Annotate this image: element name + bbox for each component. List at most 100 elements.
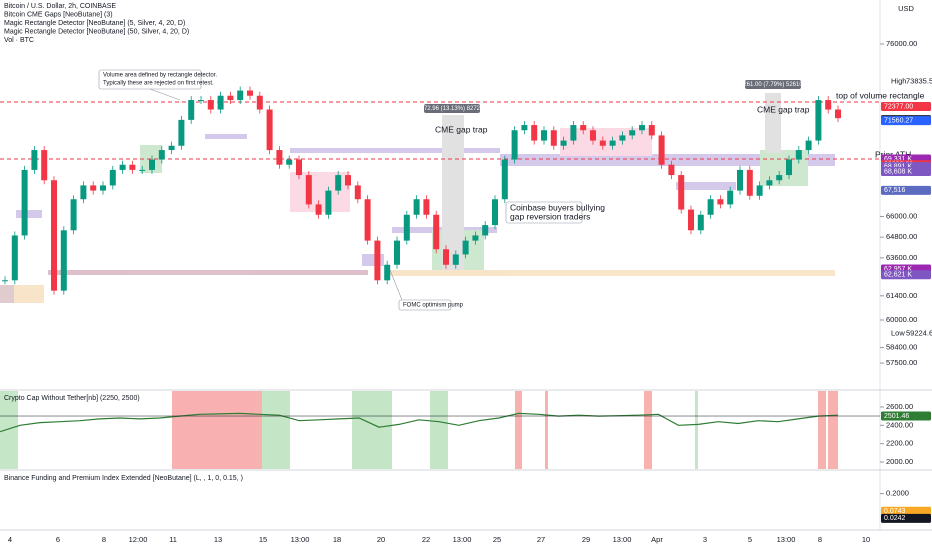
candle [443, 249, 449, 265]
candle [384, 264, 391, 281]
candle [815, 100, 822, 141]
candle [423, 199, 430, 215]
x-tick-label: 15 [259, 535, 267, 544]
pane-title: Binance Funding and Premium Index Extend… [4, 475, 243, 482]
x-tick-label: 20 [377, 535, 385, 544]
candle [276, 150, 283, 165]
candle [580, 125, 587, 131]
x-tick-label: 18 [333, 535, 341, 544]
candle [531, 125, 538, 141]
note-text: top of volume rectangle [836, 90, 925, 100]
x-tick-label: 8 [102, 535, 106, 544]
candle [296, 159, 302, 176]
x-tick-label: 13:00 [291, 535, 310, 544]
candle [521, 125, 528, 131]
candle [178, 119, 185, 146]
currency: USD [898, 4, 914, 13]
x-tick-label: Apr [651, 535, 663, 544]
candle [550, 130, 557, 146]
candle [109, 169, 116, 186]
candle [697, 214, 704, 231]
header-line: Magic Rectangle Detector [NeoButane] (5,… [4, 20, 185, 27]
candle [727, 190, 734, 205]
candle [668, 164, 675, 176]
candle [452, 254, 459, 265]
candle [11, 235, 18, 281]
annotations: Volume area defined by rectangle detecto… [98, 69, 925, 311]
candle [786, 159, 792, 176]
candle [560, 140, 567, 146]
candle [335, 175, 342, 191]
header-line: Vol · BTC [4, 37, 34, 44]
candle [168, 145, 175, 151]
candle [129, 164, 136, 170]
candle [149, 159, 155, 170]
candle [286, 159, 293, 165]
candle [599, 140, 606, 146]
candle [21, 169, 28, 236]
candle [247, 90, 253, 96]
extreme-label: 59224.68 [906, 328, 932, 337]
badge-label: 2501.46 [884, 413, 909, 420]
candle [51, 180, 57, 291]
candle [374, 240, 381, 281]
candle [795, 150, 802, 160]
candle [688, 209, 694, 231]
candle [315, 204, 322, 215]
y-tick-label: 2000.00 [886, 457, 913, 466]
candle [31, 150, 38, 170]
badge-label: 68,891 K [884, 163, 912, 170]
candle [648, 125, 655, 136]
badge-label: 62,621 K [884, 272, 912, 279]
candle [501, 159, 508, 200]
header: Bitcoin / U.S. Dollar, 2h, COINBASE Bitc… [4, 3, 189, 44]
candle [619, 135, 626, 141]
candle [256, 95, 263, 110]
candle [511, 130, 518, 160]
osc-line [0, 412, 839, 433]
candle [590, 130, 596, 141]
note-text: Coinbase buyers bullying [510, 202, 605, 212]
price-badge [881, 166, 931, 176]
extreme-name: High [891, 76, 906, 85]
x-tick-label: 13:00 [777, 535, 796, 544]
candle [364, 199, 371, 241]
x-tick-label: 10 [862, 535, 870, 544]
candle [541, 130, 547, 141]
y-tick-label: 66000.00 [886, 211, 917, 220]
candle [413, 199, 420, 215]
candle [433, 214, 440, 250]
candle [217, 95, 224, 110]
badge-label: 71560.27 [884, 117, 913, 124]
candle [717, 199, 724, 205]
candle [492, 199, 498, 226]
candle [198, 100, 204, 102]
x-tick-label: 25 [493, 535, 501, 544]
y-tick-label: 60000.00 [886, 315, 917, 324]
y-tick-label: 2600.00 [886, 402, 913, 411]
candle [707, 199, 714, 215]
candle [188, 100, 195, 120]
candle [119, 164, 126, 170]
osc-highlights [0, 391, 838, 469]
rectangles [0, 93, 835, 303]
note-text: Volume area defined by rectangle detecto… [103, 73, 217, 79]
y-tick-label: 61400.00 [886, 291, 917, 300]
note-text: Typically these are rejected on first re… [103, 81, 214, 87]
measure-label: 8272.96 (13.13%) 827296 [417, 106, 487, 112]
candle [629, 130, 636, 136]
candle [207, 100, 214, 110]
candle [678, 175, 685, 210]
measure-label: 5261.00 (7.79%) 526100 [740, 82, 807, 88]
badge-label: 69,331 K [884, 156, 912, 163]
x-tick-label: 22 [422, 535, 430, 544]
pane-title: Crypto Cap Without Tether[nb] (2250, 250… [4, 395, 140, 402]
candle [90, 185, 97, 191]
badge-label: 67,516 [884, 187, 906, 194]
y-tick-label: 0.2000 [886, 489, 909, 498]
note-text: Prior ATH [875, 149, 911, 159]
badge-label: 0.0242 [884, 515, 906, 522]
x-tick-label: 13 [214, 535, 222, 544]
header-line: Bitcoin / U.S. Dollar, 2h, COINBASE [4, 3, 116, 10]
candle [80, 185, 87, 200]
